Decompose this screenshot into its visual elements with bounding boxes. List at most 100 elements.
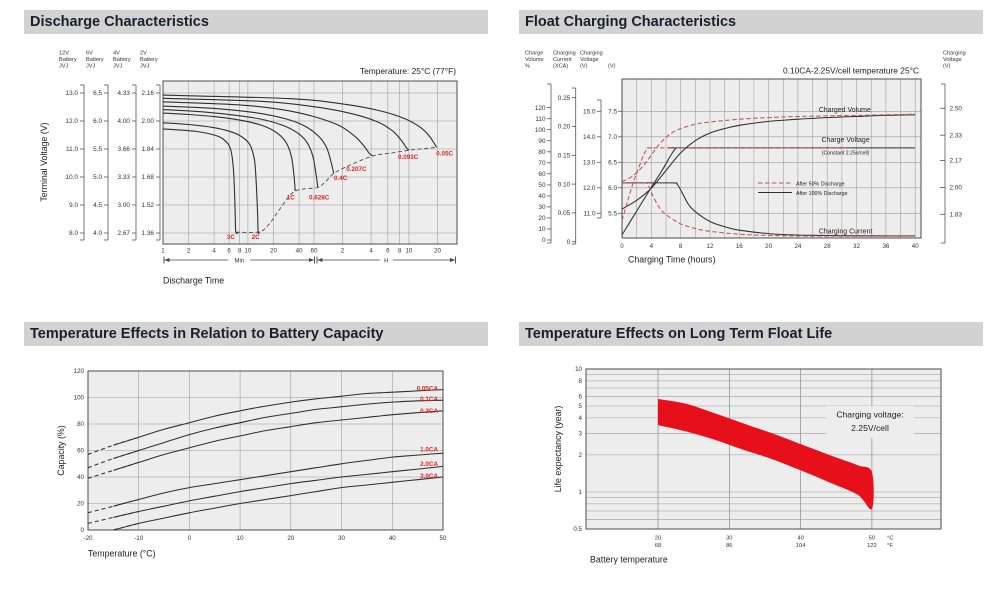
y-tick-label: 20 xyxy=(538,215,546,222)
y-tick-label: 0.20 xyxy=(558,124,571,131)
y-tick-label: 60 xyxy=(538,171,546,178)
curve-3.0CA xyxy=(113,476,444,531)
x-tick-label: 20 xyxy=(270,248,277,255)
x-tick-label: 20 xyxy=(765,243,772,250)
x-tick-label: 16 xyxy=(736,243,743,250)
section-title-discharge: Discharge Characteristics xyxy=(24,10,488,34)
y-tick-label: 30 xyxy=(538,204,546,211)
y-tick-label: 50 xyxy=(538,182,546,189)
x-tick-label-celsius: 40 xyxy=(797,536,803,542)
section-title-float-charging: Float Charging Characteristics xyxy=(519,10,983,34)
y-tick-label: 0 xyxy=(81,527,85,534)
y-tick-label: 0.10 xyxy=(558,181,571,188)
x-tick-label: 60 xyxy=(311,248,318,255)
section-title-temperature-capacity: Temperature Effects in Relation to Batte… xyxy=(24,322,488,346)
x-tick-label: 12 xyxy=(707,243,714,250)
y-tick-label: 4 xyxy=(579,415,583,422)
x-tick-label-celsius: 30 xyxy=(726,536,732,542)
y-axis-title: Capacity (%) xyxy=(56,425,66,475)
y-tick-label: 70 xyxy=(538,160,546,167)
axis-header: 12V xyxy=(59,51,69,57)
y-tick-label: 14.0 xyxy=(583,134,596,141)
plot-area xyxy=(163,81,457,244)
axis-header: Battery xyxy=(59,57,77,63)
curve-0.1CA xyxy=(113,399,444,459)
axis-header: Volume xyxy=(525,57,544,63)
y-tick-label: 1.36 xyxy=(142,230,155,237)
x-tick-label: 10 xyxy=(405,248,412,255)
y-tick-label: 20 xyxy=(77,501,84,508)
axis-header: JVJ xyxy=(140,63,150,69)
voltage-scale-columns: 12VBatteryJVJ13.012.011.010.09.08.06VBat… xyxy=(59,51,161,241)
curve-0.05CA xyxy=(113,389,444,446)
charging-curves xyxy=(621,113,916,237)
y-tick-label: 3.33 xyxy=(118,174,131,181)
curve-label: 0.628C xyxy=(309,194,330,201)
y-tick-label: 13.0 xyxy=(66,90,79,97)
x-tick-label: 6 xyxy=(386,248,390,255)
temperature-note: Temperature: 25°C (77°F) xyxy=(360,66,456,76)
y-tick-label: 3.00 xyxy=(118,202,131,209)
x-tick-label: 0 xyxy=(620,243,624,250)
legend-label: After 50% Discharge xyxy=(796,181,845,187)
y-tick-label: 12.0 xyxy=(583,185,596,192)
y-tick-label: 11.0 xyxy=(584,211,596,218)
y-tick-label: 100 xyxy=(535,127,546,134)
section-title-text: Discharge Characteristics xyxy=(30,14,209,30)
y-tick-label: 60 xyxy=(77,448,84,455)
axis-header: Charge xyxy=(525,51,543,57)
curve-charging-current-100 xyxy=(621,182,916,237)
annotation: Charging voltage: 2.25V/cell xyxy=(826,406,914,438)
curve-label: 0.4C xyxy=(334,175,348,182)
y-tick-label: 40 xyxy=(538,193,546,200)
y-tick-label: 13.0 xyxy=(583,160,596,167)
temperature-capacity-panel: Temperature Effects in Relation to Batte… xyxy=(0,300,500,590)
curve-charging-current-50 xyxy=(621,182,916,237)
curve-0.05C xyxy=(162,94,437,148)
axis-header: Battery xyxy=(86,57,104,63)
axis-header: (V) xyxy=(608,63,616,69)
y-tick-label: 2.00 xyxy=(142,118,155,125)
section-title-text: Float Charging Characteristics xyxy=(525,14,737,30)
plot-area xyxy=(622,79,921,238)
final-voltage-guide xyxy=(235,146,437,233)
y-tick-label: 7.5 xyxy=(608,109,617,116)
y-axis-title: Life expectancy (year) xyxy=(553,406,563,493)
axis-header: Voltage xyxy=(580,57,599,63)
y-axis-title: Life expectancy (year) xyxy=(553,406,563,493)
plot-label: (Constant 2.25v/cell) xyxy=(822,150,870,156)
x-tick-label: 10 xyxy=(244,248,251,255)
y-tick-label: 1 xyxy=(579,489,583,496)
curve-label: 2C xyxy=(252,234,261,241)
float-life-panel: Temperature Effects on Long Term Float L… xyxy=(500,300,1000,590)
x-axis-title: Discharge Time xyxy=(163,276,224,286)
curve-charged-volume-100 xyxy=(621,114,916,210)
y-tick-label: 2.50 xyxy=(950,106,963,113)
x-tick-label: 4 xyxy=(212,248,216,255)
y-tick-label: 80 xyxy=(538,149,546,156)
x-unit-fahrenheit: °F xyxy=(887,543,893,549)
x-tick-label: 32 xyxy=(853,243,860,250)
axis-header: (V) xyxy=(943,63,951,69)
y-axis: 0 20 40 60 80 100 120 xyxy=(74,368,85,534)
y-axis-title: Terminal Voltage (V) xyxy=(39,122,49,201)
x-axis-title: Battery temperature xyxy=(590,555,668,565)
y-tick-label: 4.00 xyxy=(118,118,131,125)
curve-label: 2.0CA xyxy=(420,461,438,468)
capacity-curves: 0.05CA 0.1CA 0.2CA 1.0CA 2.0CA 3.0CA xyxy=(87,385,444,531)
x-tick-label-fahrenheit: 104 xyxy=(796,543,806,549)
y-tick-label: 5.5 xyxy=(93,146,102,153)
discharge-chart: 1 2 4 6 8 10 20 40 60 2 4 6 8 10 2012VBatteryJVJ13.012… xyxy=(39,51,458,286)
section-title-float-life: Temperature Effects on Long Term Float L… xyxy=(519,322,983,346)
plot-label: Charging Current xyxy=(819,229,873,236)
x-axis: 1 2 4 6 8 10 20 40 60 2 4 6 8 10 20 xyxy=(161,248,441,255)
plot-border xyxy=(585,368,942,530)
x-tick-label: 30 xyxy=(338,535,345,542)
grid xyxy=(622,79,921,238)
y-tick-label: 1.52 xyxy=(142,202,155,209)
y-axis-title: Capacity (%) xyxy=(56,425,66,475)
y-tick-label: 3.66 xyxy=(118,146,131,153)
y-tick-label: 11.0 xyxy=(66,146,78,153)
